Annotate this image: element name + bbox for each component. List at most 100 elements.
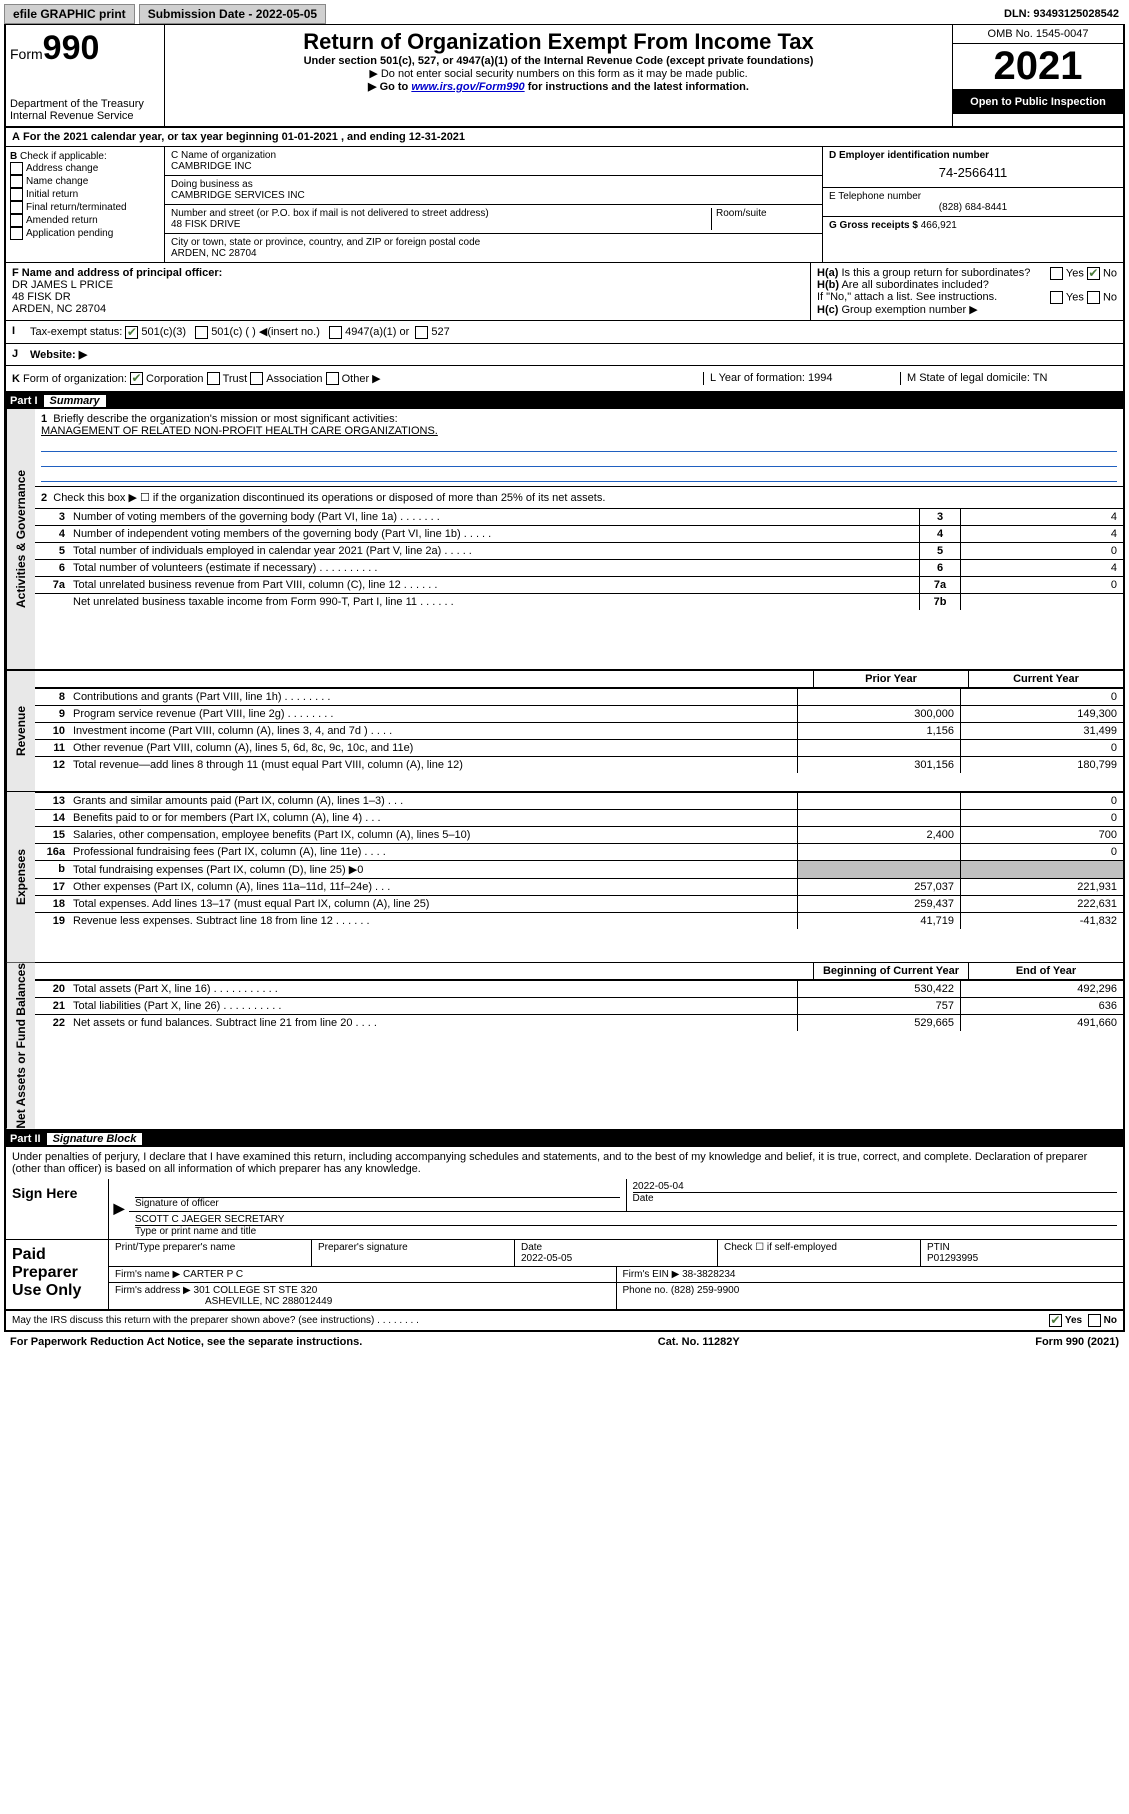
row-desc: Program service revenue (Part VIII, line… <box>69 706 797 722</box>
c-dba: CAMBRIDGE SERVICES INC <box>171 190 816 201</box>
row-prior <box>797 689 960 705</box>
ha-no[interactable] <box>1087 267 1100 280</box>
row-num: 5 <box>35 543 69 559</box>
k-lbl: Form of organization: <box>23 373 127 385</box>
row-desc: Salaries, other compensation, employee b… <box>69 827 797 843</box>
sig-name-lbl: Type or print name and title <box>135 1225 1117 1237</box>
row-desc: Benefits paid to or for members (Part IX… <box>69 810 797 826</box>
l-lbl: L Year of formation: 1994 <box>703 372 900 386</box>
sign-here: Sign Here <box>6 1179 109 1239</box>
row-desc: Other revenue (Part VIII, column (A), li… <box>69 740 797 756</box>
row-desc: Investment income (Part VIII, column (A)… <box>69 723 797 739</box>
checkbox-addr-change[interactable] <box>10 162 23 175</box>
i-501c[interactable] <box>195 326 208 339</box>
row-cur: 0 <box>960 793 1123 809</box>
phone-val: (828) 259-9900 <box>671 1285 739 1296</box>
c-city-lbl: City or town, state or province, country… <box>171 237 816 248</box>
row-num: 14 <box>35 810 69 826</box>
dln-label: DLN: 93493125028542 <box>1004 8 1125 20</box>
paperwork-notice: For Paperwork Reduction Act Notice, see … <box>10 1336 362 1348</box>
row-num: 3 <box>35 509 69 525</box>
k-assoc[interactable] <box>250 372 263 385</box>
d-val: 74-2566411 <box>829 161 1117 184</box>
row-cur: 0 <box>960 740 1123 756</box>
k-other[interactable] <box>326 372 339 385</box>
row-cur: -41,832 <box>960 913 1123 929</box>
g-val: 466,921 <box>921 220 957 231</box>
c-addr: 48 FISK DRIVE <box>171 219 711 230</box>
d-lbl: D Employer identification number <box>829 150 1117 161</box>
ptin-lbl: PTIN <box>927 1242 950 1253</box>
f-addr1: 48 FISK DR <box>12 291 804 303</box>
side-expenses: Expenses <box>6 792 35 962</box>
i-501c3[interactable] <box>125 326 138 339</box>
checkbox-pending[interactable] <box>10 227 23 240</box>
prep-date-lbl: Date <box>521 1242 542 1253</box>
row-prior <box>797 861 960 878</box>
perjury: Under penalties of perjury, I declare th… <box>4 1147 1125 1179</box>
ptin-val: P01293995 <box>927 1253 978 1264</box>
i-lbl: Tax-exempt status: <box>30 326 122 338</box>
firm-city: ASHEVILLE, NC 288012449 <box>115 1296 332 1307</box>
discuss-lbl: May the IRS discuss this return with the… <box>12 1315 1049 1326</box>
firm-addr: 301 COLLEGE ST STE 320 <box>194 1285 318 1296</box>
discuss-yes[interactable] <box>1049 1314 1062 1327</box>
form-footer: Form 990 (2021) <box>1035 1336 1119 1348</box>
row-cur: 0 <box>960 810 1123 826</box>
row-num: 11 <box>35 740 69 756</box>
c-addr-lbl: Number and street (or P.O. box if mail i… <box>171 208 711 219</box>
row-prior <box>797 740 960 756</box>
irs-link[interactable]: www.irs.gov/Form990 <box>411 81 524 93</box>
row-prior <box>797 844 960 860</box>
firm-ein-lbl: Firm's EIN ▶ <box>623 1269 680 1280</box>
checkbox-name-change[interactable] <box>10 175 23 188</box>
f-addr2: ARDEN, NC 28704 <box>12 303 804 315</box>
hdr-end: End of Year <box>968 963 1123 979</box>
row-prior: 757 <box>797 998 960 1014</box>
c-city: ARDEN, NC 28704 <box>171 248 816 259</box>
row-box: 3 <box>919 509 960 525</box>
row-num: 21 <box>35 998 69 1014</box>
row-num: 15 <box>35 827 69 843</box>
ha-lbl: Is this a group return for subordinates? <box>841 267 1030 279</box>
row-val: 0 <box>960 577 1123 593</box>
hb-yes[interactable] <box>1050 291 1063 304</box>
q2-lbl: Check this box ▶ ☐ if the organization d… <box>53 492 605 504</box>
row-val: 4 <box>960 509 1123 525</box>
discuss-no[interactable] <box>1088 1314 1101 1327</box>
submission-date-button[interactable]: Submission Date - 2022-05-05 <box>139 4 326 24</box>
row-prior: 300,000 <box>797 706 960 722</box>
q1-lbl: Briefly describe the organization's miss… <box>53 413 397 425</box>
hb-no[interactable] <box>1087 291 1100 304</box>
row-num: 6 <box>35 560 69 576</box>
checkbox-initial[interactable] <box>10 188 23 201</box>
k-trust[interactable] <box>207 372 220 385</box>
form-subtitle-2: ▶ Do not enter social security numbers o… <box>169 67 948 80</box>
firm-name: CARTER P C <box>183 1269 243 1280</box>
row-num: 13 <box>35 793 69 809</box>
checkbox-amended[interactable] <box>10 214 23 227</box>
checkbox-final[interactable] <box>10 201 23 214</box>
form-subtitle-1: Under section 501(c), 527, or 4947(a)(1)… <box>169 55 948 67</box>
f-name: DR JAMES L PRICE <box>12 279 804 291</box>
i-527[interactable] <box>415 326 428 339</box>
row-desc: Total fundraising expenses (Part IX, col… <box>69 861 797 878</box>
efile-button[interactable]: efile GRAPHIC print <box>4 4 135 24</box>
row-prior <box>797 793 960 809</box>
row-cur: 636 <box>960 998 1123 1014</box>
phone-lbl: Phone no. <box>623 1285 669 1296</box>
row-desc: Net assets or fund balances. Subtract li… <box>69 1015 797 1031</box>
ha-yes[interactable] <box>1050 267 1063 280</box>
row-prior: 1,156 <box>797 723 960 739</box>
open-inspection: Open to Public Inspection <box>953 90 1123 114</box>
i-4947[interactable] <box>329 326 342 339</box>
arrow-icon: ▶ <box>109 1179 129 1239</box>
k-corp[interactable] <box>130 372 143 385</box>
row-num: 22 <box>35 1015 69 1031</box>
q1-val: MANAGEMENT OF RELATED NON-PROFIT HEALTH … <box>41 425 438 437</box>
row-cur: 492,296 <box>960 981 1123 997</box>
row-cur: 700 <box>960 827 1123 843</box>
row-cur: 149,300 <box>960 706 1123 722</box>
row-cur: 0 <box>960 689 1123 705</box>
form-prefix: Form <box>10 46 43 62</box>
